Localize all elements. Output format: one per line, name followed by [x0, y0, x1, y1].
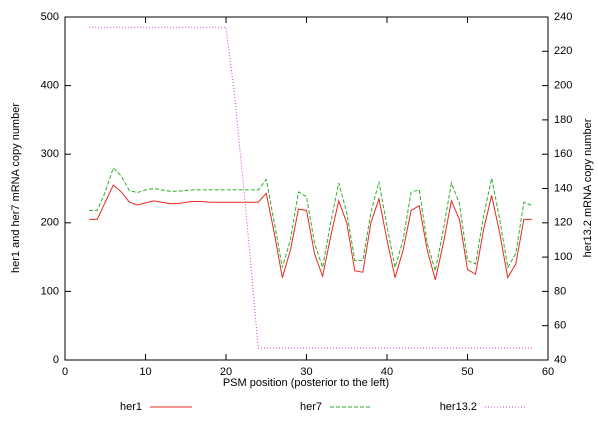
x-tick-label: 50: [461, 366, 473, 378]
legend-label: her13.2: [440, 401, 477, 413]
series-line: [89, 184, 532, 280]
y2-tick-label: 80: [554, 285, 566, 297]
series-line: [89, 166, 533, 271]
y2-tick-label: 240: [554, 11, 572, 23]
y2-tick-label: 120: [554, 217, 572, 229]
y2-tick-label: 180: [554, 114, 572, 126]
y-axis-label: her1 and her7 mRNA copy number: [10, 103, 22, 273]
x-axis-label: PSM position (posterior to the left): [223, 377, 389, 389]
legend-label: her1: [120, 401, 142, 413]
legend-label: her7: [300, 401, 322, 413]
y-tick-label: 500: [41, 11, 59, 23]
y2-tick-label: 200: [554, 80, 572, 92]
y2-tick-label: 160: [554, 148, 572, 160]
x-tick-label: 20: [220, 366, 232, 378]
y2-tick-label: 40: [554, 354, 566, 366]
x-tick-label: 0: [62, 366, 68, 378]
y-tick-label: 100: [41, 285, 59, 297]
x-tick-label: 60: [542, 366, 554, 378]
x-tick-label: 10: [139, 366, 151, 378]
y2-tick-label: 100: [554, 251, 572, 263]
y2-tick-label: 60: [554, 320, 566, 332]
y-tick-label: 0: [53, 354, 59, 366]
series-line: [89, 26, 532, 349]
y2-tick-label: 140: [554, 182, 572, 194]
y2-tick-label: 220: [554, 45, 572, 57]
y-tick-label: 300: [41, 148, 59, 160]
y-tick-label: 200: [41, 217, 59, 229]
plot-frame: [64, 16, 549, 361]
y2-axis-label: her13.2 mRNA copy number: [582, 118, 594, 257]
y-tick-label: 400: [41, 80, 59, 92]
x-tick-label: 40: [381, 366, 393, 378]
x-tick-label: 30: [300, 366, 312, 378]
